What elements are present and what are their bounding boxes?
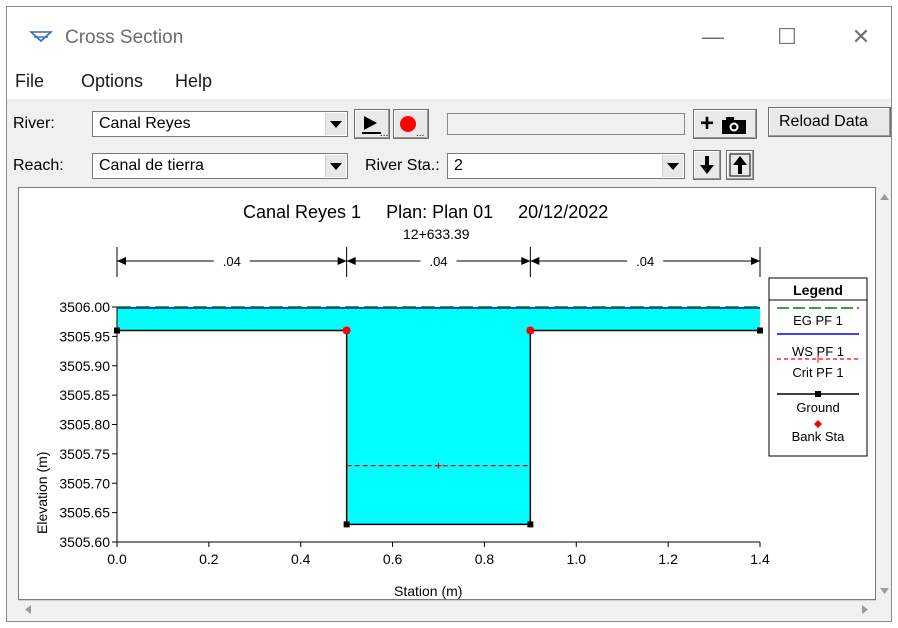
y-tick-label: 3505.60	[59, 534, 110, 550]
bank-station-point	[526, 326, 535, 335]
chevron-down-icon[interactable]	[662, 155, 683, 177]
arrow-down-icon	[700, 156, 714, 174]
legend-ground-marker	[815, 391, 821, 397]
y-tick-label: 3505.80	[59, 417, 110, 433]
river-select[interactable]: Canal Reyes	[92, 111, 348, 137]
copy-image-button[interactable]: +	[693, 109, 757, 139]
mannings-arrow	[337, 257, 347, 265]
scroll-down-icon[interactable]	[877, 583, 891, 598]
y-tick-label: 3505.70	[59, 475, 110, 491]
cross-section-chart: Canal Reyes 1 Plan: Plan 01 20/12/2022 1…	[34, 202, 868, 599]
minimize-button[interactable]: —	[702, 24, 724, 49]
menu-help[interactable]: Help	[175, 71, 213, 91]
river-sta-select[interactable]: 2	[447, 153, 685, 179]
arrow-up-icon	[729, 153, 751, 177]
maximize-button[interactable]: ☐	[777, 24, 797, 49]
title-bar: Cross Section — ☐ ✕	[7, 7, 891, 63]
chart-subtitle: 12+633.39	[403, 226, 470, 242]
reach-label: Reach:	[13, 157, 64, 174]
river-label: River:	[13, 115, 55, 132]
legend-entry: EG PF 1	[793, 313, 843, 328]
chevron-down-icon[interactable]	[325, 113, 346, 135]
y-tick-label: 3505.90	[59, 358, 110, 374]
record-animation-button[interactable]: ...	[393, 109, 429, 139]
legend-title: Legend	[793, 282, 843, 298]
ground-point	[343, 521, 350, 528]
menu-bar: File Options Help	[7, 63, 891, 99]
menu-options[interactable]: Options	[81, 71, 144, 91]
scroll-left-icon[interactable]	[20, 602, 35, 617]
progress-bar	[447, 113, 685, 135]
ground-point	[527, 521, 534, 528]
mannings-arrow	[751, 257, 760, 265]
y-tick-label: 3506.00	[59, 299, 110, 315]
ground-line	[117, 329, 760, 526]
cross-section-plot: Canal Reyes 1 Plan: Plan 01 20/12/2022 1…	[18, 187, 876, 600]
river-sta-label: River Sta.:	[365, 157, 440, 174]
y-tick-label: 3505.95	[59, 328, 110, 344]
ground-point	[114, 327, 120, 334]
reload-data-button[interactable]: Reload Data	[768, 107, 891, 137]
x-tick-label: 0.2	[199, 551, 219, 567]
x-tick-label: 1.4	[750, 551, 770, 567]
x-tick-label: 0.4	[291, 551, 311, 567]
y-tick-label: 3505.75	[59, 446, 110, 462]
play-icon: ...	[362, 116, 388, 139]
scroll-up-icon[interactable]	[877, 189, 891, 204]
legend-entry: Crit PF 1	[792, 365, 843, 380]
mannings-label: .04	[223, 254, 241, 269]
legend-entry: Bank Sta	[792, 429, 846, 444]
record-icon: ...	[400, 116, 424, 139]
x-tick-label: 0.6	[383, 551, 403, 567]
menu-file[interactable]: File	[15, 71, 45, 91]
record-ellipsis: ...	[416, 128, 424, 138]
close-button[interactable]: ✕	[851, 24, 871, 49]
x-tick-label: 0.0	[107, 551, 127, 567]
mannings-arrow	[521, 257, 531, 265]
mannings-arrow	[346, 257, 356, 265]
mannings-arrow	[530, 257, 540, 265]
bank-station-point	[342, 326, 351, 335]
horizontal-scrollbar[interactable]	[18, 600, 876, 619]
play-animation-button[interactable]: ...	[354, 109, 390, 139]
x-axis-label: Station (m)	[394, 583, 462, 599]
y-tick-label: 3505.65	[59, 505, 110, 521]
x-tick-label: 0.8	[475, 551, 495, 567]
mannings-arrow	[117, 257, 126, 265]
water-surface-icon	[29, 31, 53, 43]
window-title: Cross Section	[65, 27, 184, 48]
mannings-label: .04	[429, 254, 447, 269]
play-ellipsis: ...	[380, 128, 388, 138]
mannings-label: .04	[636, 254, 654, 269]
ground-point	[757, 327, 763, 334]
water-fill	[117, 307, 760, 525]
reach-select[interactable]: Canal de tierra	[92, 153, 348, 179]
vertical-scrollbar[interactable]	[876, 187, 891, 600]
x-tick-label: 1.2	[658, 551, 678, 567]
x-tick-label: 1.0	[567, 551, 587, 567]
scroll-right-icon[interactable]	[857, 602, 872, 617]
next-station-button[interactable]	[726, 150, 754, 180]
y-tick-label: 3505.85	[59, 387, 110, 403]
chart-title: Canal Reyes 1 Plan: Plan 01 20/12/2022	[243, 202, 608, 222]
reach-select-value: Canal de tierra	[99, 157, 204, 174]
chevron-down-icon[interactable]	[325, 155, 346, 177]
legend-entry: WS PF 1	[792, 344, 844, 359]
legend-entry: Ground	[796, 400, 839, 415]
y-axis-label: Elevation (m)	[34, 452, 50, 534]
cross-section-window: Cross Section — ☐ ✕ File Options Help Ri…	[6, 6, 892, 622]
camera-icon	[722, 117, 746, 134]
river-sta-select-value: 2	[454, 157, 463, 174]
reload-data-label: Reload Data	[779, 113, 868, 130]
previous-station-button[interactable]	[693, 150, 721, 180]
plus-label: +	[700, 110, 715, 137]
river-select-value: Canal Reyes	[99, 115, 191, 132]
legend-bank-marker	[814, 420, 822, 428]
